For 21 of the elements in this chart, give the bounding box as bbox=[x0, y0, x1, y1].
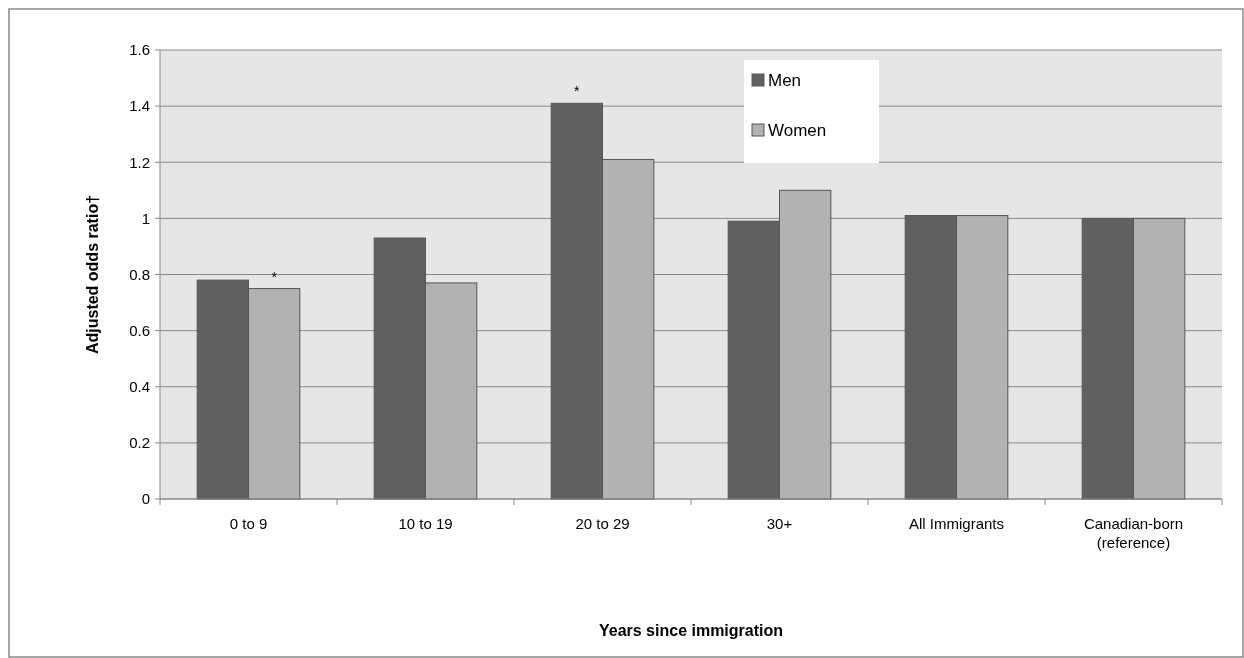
x-tick-label: 0 to 9 bbox=[229, 515, 268, 532]
legend-label: Women bbox=[768, 120, 827, 140]
y-tick-label: 1.4 bbox=[129, 97, 150, 115]
y-axis-title: Adjusted odds ratio† bbox=[84, 194, 101, 355]
y-tick-label: 0.6 bbox=[129, 321, 150, 339]
y-tick-label: 1.2 bbox=[129, 153, 150, 171]
y-tick-label: 0.4 bbox=[129, 378, 150, 395]
annotation: * bbox=[271, 268, 278, 285]
x-tick-label: All Immigrants bbox=[908, 515, 1005, 532]
x-tick-label: 20 to 29 bbox=[575, 515, 630, 532]
x-axis-title: Years since immigration bbox=[598, 622, 784, 639]
legend-label: Men bbox=[768, 70, 802, 90]
y-tick-label: 0.8 bbox=[129, 265, 150, 283]
y-tick-label: 1 bbox=[141, 209, 150, 227]
x-tick-label: Canadian-born (reference) bbox=[1083, 515, 1184, 551]
annotation: * bbox=[574, 83, 581, 100]
x-tick-label: 30+ bbox=[766, 515, 793, 532]
y-tick-label: 0 bbox=[141, 490, 150, 508]
y-tick-label: 0.2 bbox=[129, 434, 150, 452]
x-tick-label: 10 to 19 bbox=[398, 515, 453, 532]
y-tick-label: 1.6 bbox=[129, 41, 150, 59]
